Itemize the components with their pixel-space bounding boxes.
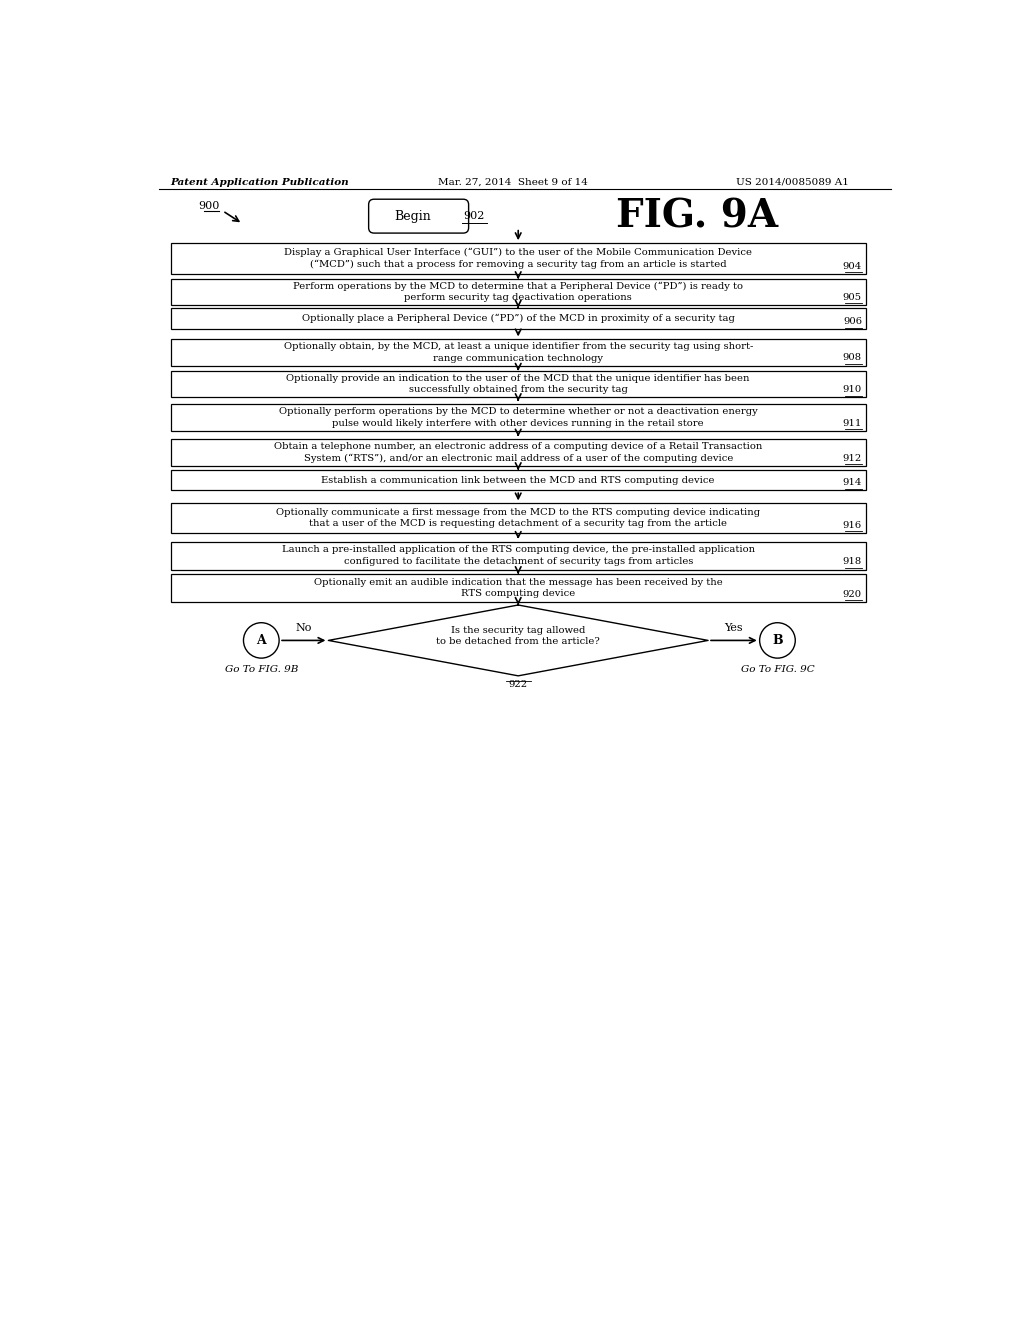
Text: 922: 922: [509, 680, 527, 689]
Text: Yes: Yes: [725, 623, 743, 634]
FancyBboxPatch shape: [171, 280, 866, 305]
FancyBboxPatch shape: [171, 440, 866, 466]
Text: Patent Application Publication: Patent Application Publication: [171, 178, 349, 186]
FancyBboxPatch shape: [171, 470, 866, 490]
Text: B: B: [772, 634, 782, 647]
Text: Go To FIG. 9C: Go To FIG. 9C: [740, 665, 814, 675]
Text: A: A: [256, 634, 266, 647]
Text: 911: 911: [843, 418, 862, 428]
Text: Mar. 27, 2014  Sheet 9 of 14: Mar. 27, 2014 Sheet 9 of 14: [438, 178, 588, 186]
Text: Display a Graphical User Interface (“GUI”) to the user of the Mobile Communicati: Display a Graphical User Interface (“GUI…: [285, 248, 753, 269]
Text: Establish a communication link between the MCD and RTS computing device: Establish a communication link between t…: [322, 475, 715, 484]
FancyBboxPatch shape: [171, 404, 866, 432]
Text: 910: 910: [843, 385, 862, 395]
FancyBboxPatch shape: [171, 371, 866, 397]
FancyBboxPatch shape: [171, 574, 866, 602]
Text: Optionally obtain, by the MCD, at least a unique identifier from the security ta: Optionally obtain, by the MCD, at least …: [284, 342, 753, 363]
Text: 914: 914: [843, 478, 862, 487]
Text: 904: 904: [843, 261, 862, 271]
FancyBboxPatch shape: [171, 308, 866, 330]
Text: 912: 912: [843, 454, 862, 462]
Text: 902: 902: [464, 211, 485, 222]
Text: No: No: [296, 623, 312, 634]
FancyBboxPatch shape: [171, 543, 866, 570]
Text: Begin: Begin: [394, 210, 431, 223]
Text: 905: 905: [843, 293, 862, 302]
Text: US 2014/0085089 A1: US 2014/0085089 A1: [736, 178, 849, 186]
FancyBboxPatch shape: [171, 339, 866, 366]
Text: 908: 908: [843, 354, 862, 363]
Text: 918: 918: [843, 557, 862, 566]
Text: Optionally provide an indication to the user of the MCD that the unique identifi: Optionally provide an indication to the …: [287, 374, 750, 395]
FancyBboxPatch shape: [171, 243, 866, 275]
Text: Is the security tag allowed
to be detached from the article?: Is the security tag allowed to be detach…: [436, 626, 600, 645]
Text: Optionally emit an audible indication that the message has been received by the
: Optionally emit an audible indication th…: [313, 578, 723, 598]
Text: 906: 906: [843, 317, 862, 326]
Text: 920: 920: [843, 590, 862, 599]
Text: FIG. 9A: FIG. 9A: [616, 197, 778, 235]
Text: Perform operations by the MCD to determine that a Peripheral Device (“PD”) is re: Perform operations by the MCD to determi…: [293, 281, 743, 302]
Text: Optionally communicate a first message from the MCD to the RTS computing device : Optionally communicate a first message f…: [276, 508, 760, 528]
Text: Optionally perform operations by the MCD to determine whether or not a deactivat: Optionally perform operations by the MCD…: [279, 408, 758, 428]
FancyBboxPatch shape: [369, 199, 469, 234]
Text: Go To FIG. 9B: Go To FIG. 9B: [224, 665, 298, 675]
Text: Optionally place a Peripheral Device (“PD”) of the MCD in proximity of a securit: Optionally place a Peripheral Device (“P…: [302, 314, 734, 323]
Text: 916: 916: [843, 520, 862, 529]
Text: Obtain a telephone number, an electronic address of a computing device of a Reta: Obtain a telephone number, an electronic…: [274, 442, 763, 463]
FancyBboxPatch shape: [171, 503, 866, 533]
Text: Launch a pre-installed application of the RTS computing device, the pre-installe: Launch a pre-installed application of th…: [282, 545, 755, 566]
Text: 900: 900: [198, 201, 219, 211]
